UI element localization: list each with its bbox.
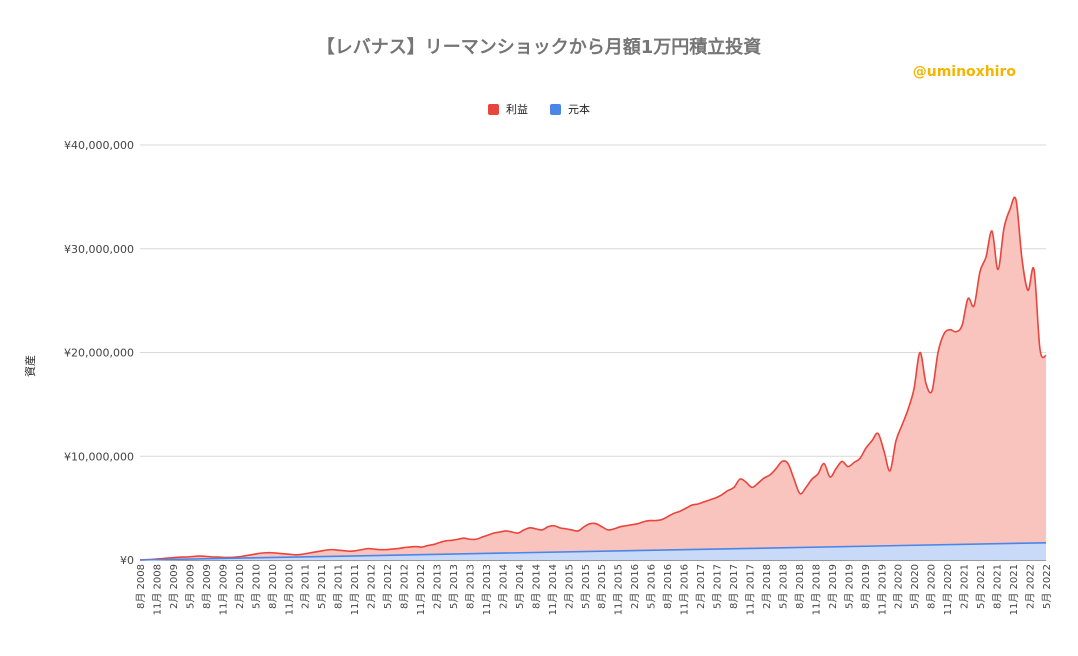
x-tick-label: 5月 2015 [580,564,592,609]
x-tick-label: 8月 2008 [135,564,147,609]
x-tick-label: 8月 2021 [992,564,1004,609]
legend-item-principal[interactable]: 元本 [550,101,590,117]
x-tick-label: 11月 2013 [481,564,493,615]
x-tick-label: 2月 2022 [1025,564,1037,609]
x-tick-label: 2月 2017 [695,564,707,609]
x-tick-label: 5月 2009 [184,564,196,609]
x-tick-label: 8月 2019 [860,564,872,609]
x-tick-label: 11月 2021 [1008,564,1020,615]
x-tick-label: 11月 2020 [942,564,954,615]
y-tick-label: ¥20,000,000 [64,347,134,360]
x-tick-label: 11月 2012 [415,564,427,615]
x-tick-label: 5月 2018 [777,564,789,609]
x-tick-label: 8月 2014 [530,564,542,609]
profit-area [140,197,1046,560]
x-tick-label: 5月 2016 [646,564,658,609]
x-tick-label: 5月 2020 [909,564,921,609]
x-tick-label: 5月 2021 [975,564,987,609]
x-tick-label: 11月 2009 [217,564,229,615]
legend-swatch-profit [488,103,499,115]
x-tick-label: 11月 2011 [349,564,361,615]
chart-title: 【レバナス】リーマンショックから月額1万円積立投資 [316,37,762,58]
x-tick-label: 8月 2009 [201,564,213,609]
x-tick-label: 8月 2015 [596,564,608,609]
watermark-handle: @uminoxhiro [912,64,1016,80]
x-tick-label: 5月 2022 [1041,564,1053,609]
legend-label-profit: 利益 [506,103,528,116]
x-tick-label: 2月 2019 [827,564,839,609]
x-tick-label: 8月 2018 [794,564,806,609]
x-tick-label: 2月 2012 [366,564,378,609]
x-tick-label: 2月 2020 [893,564,905,609]
y-tick-label: ¥30,000,000 [64,243,134,256]
x-tick-label: 5月 2013 [448,564,460,609]
x-tick-label: 2月 2015 [563,564,575,609]
x-tick-label: 2月 2013 [432,564,444,609]
x-tick-label: 8月 2020 [926,564,938,609]
y-tick-label: ¥10,000,000 [64,450,134,463]
x-tick-label: 2月 2014 [497,564,509,609]
x-tick-label: 5月 2014 [514,564,526,609]
x-tick-label: 5月 2011 [316,564,328,609]
y-tick-label: ¥0 [120,554,134,567]
y-tick-label: ¥40,000,000 [64,139,134,152]
x-tick-label: 5月 2010 [250,564,262,609]
x-axis-ticks: 8月 2008 11月 2008 2月 2009 5月 2009 8月 2009 11月 … [135,564,1053,615]
profit-line [139,196,1047,561]
x-tick-label: 5月 2017 [712,564,724,609]
x-tick-label: 8月 2016 [662,564,674,609]
x-tick-label: 8月 2012 [399,564,411,609]
x-tick-label: 8月 2017 [728,564,740,609]
x-tick-label: 11月 2019 [876,564,888,615]
x-tick-label: 8月 2010 [267,564,279,609]
legend: 利益 元本 [0,101,1078,117]
legend-item-profit[interactable]: 利益 [488,101,528,117]
legend-label-principal: 元本 [568,103,590,116]
x-tick-label: 2月 2011 [300,564,312,609]
legend-swatch-principal [550,103,561,115]
x-tick-label: 5月 2019 [843,564,855,609]
principal-line [139,541,1047,561]
x-tick-label: 11月 2016 [679,564,691,615]
x-tick-label: 8月 2013 [464,564,476,609]
x-tick-label: 2月 2018 [761,564,773,609]
x-tick-label: 2月 2010 [234,564,246,609]
x-tick-label: 11月 2018 [810,564,822,615]
x-tick-label: 5月 2012 [382,564,394,609]
x-tick-label: 11月 2008 [151,564,163,615]
x-tick-label: 2月 2021 [959,564,971,609]
x-tick-label: 2月 2009 [168,564,180,609]
x-tick-label: 8月 2011 [333,564,345,609]
series-areas [139,196,1047,561]
x-tick-label: 11月 2015 [613,564,625,615]
x-tick-label: 11月 2017 [744,564,756,615]
x-tick-label: 2月 2016 [629,564,641,609]
x-tick-label: 11月 2010 [283,564,295,615]
x-tick-label: 11月 2014 [547,564,559,615]
y-axis-ticks: ¥0 ¥10,000,000 ¥20,000,000 ¥30,000,000 ¥40,0… [64,139,134,567]
